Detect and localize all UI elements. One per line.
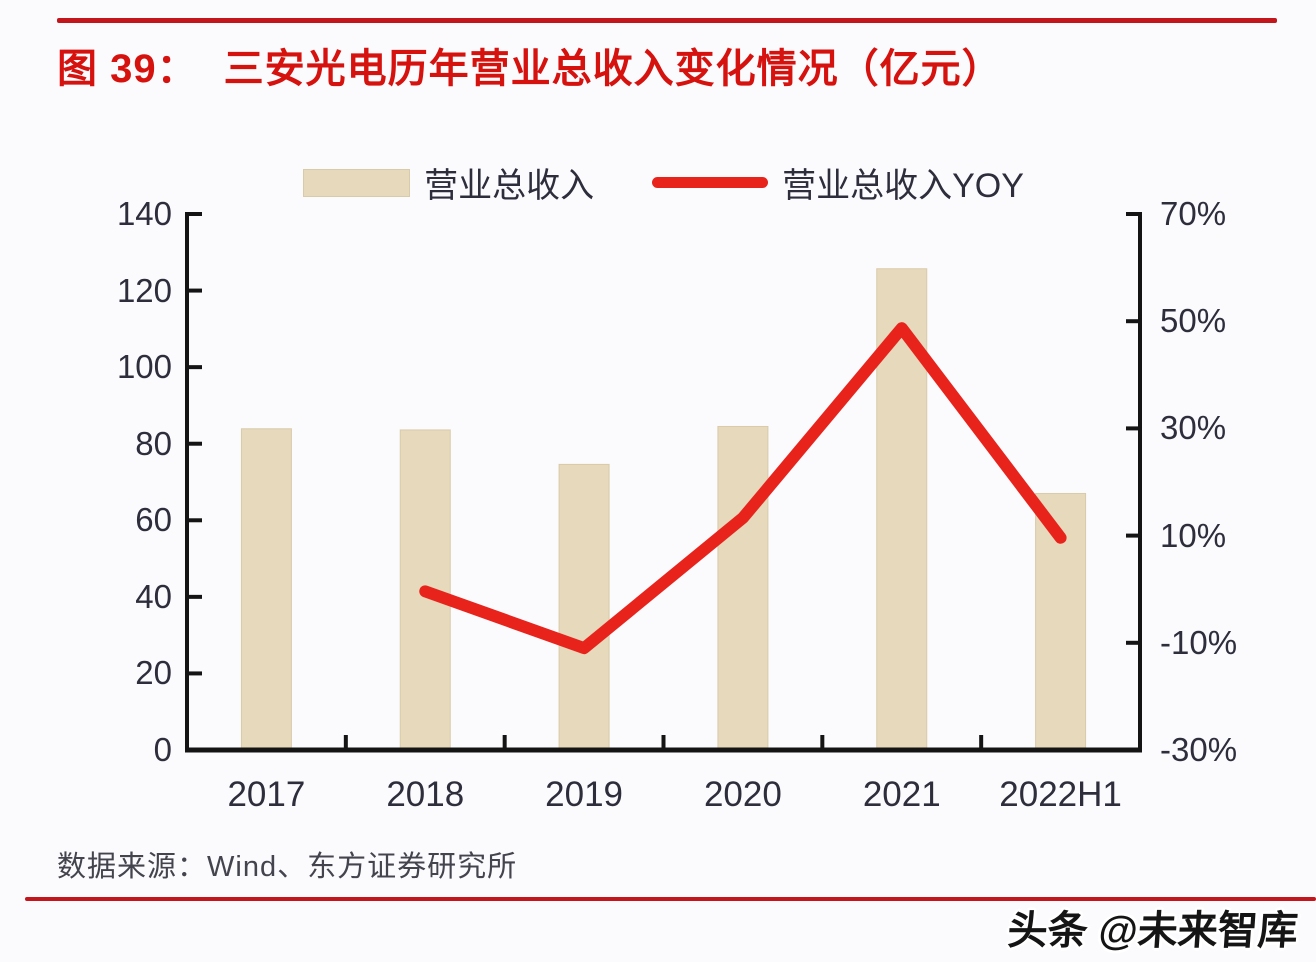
- x-category-label: 2017: [227, 775, 306, 814]
- y-right-tick-label: 50%: [1160, 302, 1227, 340]
- chart-legend: 营业总收入 营业总收入YOY: [187, 158, 1140, 207]
- y-left-tick-label: 40: [135, 577, 172, 615]
- yoy-line: [419, 322, 1067, 655]
- legend-label-revenue: 营业总收入: [424, 167, 595, 205]
- bar-2020: [717, 425, 769, 751]
- y-left-tick-label: 100: [116, 348, 172, 386]
- y-right-tick-label: 70%: [1160, 195, 1227, 232]
- x-category-label: 2019: [545, 775, 624, 814]
- y-right-tick-label: -10%: [1160, 623, 1238, 661]
- y-left-tick-label: 80: [135, 424, 172, 462]
- x-category-label: 2020: [703, 775, 782, 814]
- watermark: 头条 @未来智库: [1006, 909, 1300, 953]
- bar-2017: [240, 428, 292, 751]
- y-left-tick-label: 0: [153, 731, 172, 768]
- y-right-tick-label: 30%: [1160, 409, 1227, 447]
- legend-label-yoy: 营业总收入YOY: [782, 167, 1024, 205]
- y-left-tick-label: 120: [116, 271, 172, 309]
- y-left-tick-label: 140: [116, 195, 172, 232]
- source-note: 数据来源：Wind、东方证券研究所: [57, 851, 518, 883]
- y-left-tick-label: 60: [135, 501, 172, 539]
- x-category-label: 2018: [386, 775, 465, 814]
- legend-item-revenue: 营业总收入: [303, 158, 594, 207]
- figure-title: 图 39： 三安光电历年营业总收入变化情况（亿元）: [57, 36, 1003, 94]
- top-red-rule: [57, 18, 1277, 23]
- figure-title-text: 三安光电历年营业总收入变化情况（亿元）: [223, 47, 1003, 91]
- y-right-tick-label: -30%: [1160, 731, 1238, 768]
- y-right-tick-label: 10%: [1160, 516, 1227, 554]
- line-swatch-icon: [652, 177, 769, 188]
- x-category-label: 2021: [862, 775, 941, 814]
- y-left-tick-label: 20: [135, 654, 172, 692]
- figure-number-label: 图 39：: [57, 47, 198, 91]
- bar-2019: [558, 463, 610, 751]
- x-category-label: 2022H1: [999, 775, 1122, 814]
- legend-item-yoy: 营业总收入YOY: [652, 158, 1024, 207]
- bar-swatch-icon: [303, 168, 411, 197]
- bottom-red-rule: [25, 897, 1316, 901]
